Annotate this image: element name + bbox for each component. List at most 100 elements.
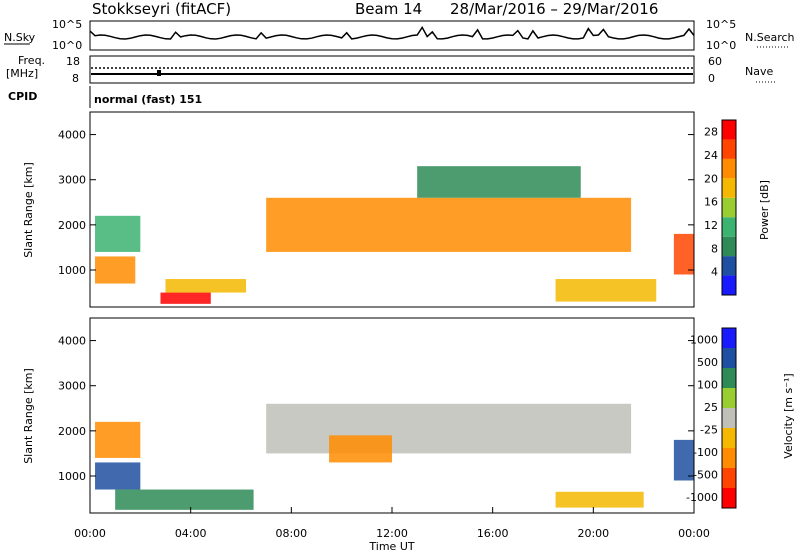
velocity-heatmap (95, 403, 694, 510)
velocity-region-2 (115, 489, 254, 510)
velocity-region-5 (555, 491, 644, 508)
power-colorbar-swatch-3 (722, 217, 736, 237)
power-colorbar-tick-1: 8 (711, 242, 718, 255)
beam-label: Beam 14 (355, 0, 422, 18)
time-tick-label-6: 00:00 (678, 527, 710, 540)
nave-tick-top: 60 (708, 55, 722, 68)
time-tick-label-2: 08:00 (275, 527, 307, 540)
velocity-colorbar-swatch-7 (722, 348, 736, 368)
cpid-panel: CPID normal (fast) 151 (8, 86, 202, 108)
time-xlabel: Time UT (368, 540, 414, 553)
velocity-colorbar-tick-4: -25 (700, 423, 718, 436)
power-colorbar: 4 8 12 16 20 24 28 (704, 119, 737, 296)
cpid-label: CPID (8, 90, 37, 103)
time-xaxis: 00:00 04:00 08:00 12:00 16:00 20:00 00:00 (74, 507, 710, 540)
power-colorbar-tick-4: 20 (704, 172, 718, 185)
time-tick-label-4: 16:00 (477, 527, 509, 540)
velocity-colorbar-label: Velocity [m s⁻¹] (782, 373, 795, 458)
power-colorbar-swatch-7 (722, 139, 736, 159)
power-yaxis: 1000 2000 3000 4000 (58, 129, 694, 277)
power-ytick-label-3: 4000 (58, 129, 86, 142)
nave-label: Nave (745, 65, 773, 78)
power-colorbar-tick-5: 24 (704, 149, 718, 162)
power-colorbar-swatch-4 (722, 197, 736, 218)
power-colorbar-swatch-0 (722, 275, 736, 295)
freq-label: Freq. (18, 54, 45, 67)
velocity-ylabel: Slant Range [km] (22, 368, 35, 464)
velocity-colorbar-swatch-4 (722, 408, 736, 428)
power-region-2 (160, 292, 211, 304)
date-range: 28/Mar/2016 – 29/Mar/2016 (450, 0, 658, 18)
freq-tick-bottom: 8 (72, 72, 79, 85)
time-tick-label-1: 04:00 (175, 527, 207, 540)
power-region-3 (165, 279, 247, 293)
velocity-region-4 (329, 435, 392, 463)
velocity-colorbar-tick-1: 500 (697, 356, 718, 369)
velocity-colorbar-tick-2: 100 (697, 378, 718, 391)
power-region-1 (95, 215, 141, 252)
velocity-colorbar-swatch-2 (722, 448, 736, 468)
power-colorbar-swatch-2 (722, 236, 736, 257)
time-tick-label-5: 20:00 (577, 527, 609, 540)
velocity-region-1 (95, 421, 141, 458)
noise-trace (89, 25, 695, 40)
power-colorbar-swatch-5 (722, 178, 736, 198)
velocity-colorbar-tick-6: -500 (693, 468, 718, 481)
noise-sky-label: N.Sky (4, 31, 36, 44)
velocity-panel: 1000 2000 3000 4000 Slant Range [km] 1000 50… (22, 317, 795, 553)
velocity-colorbar-swatch-3 (722, 428, 736, 448)
power-heatmap (95, 166, 694, 304)
power-colorbar-tick-3: 16 (704, 196, 718, 209)
power-ytick-label-0: 1000 (58, 264, 86, 277)
noise-tick-left-top: 10^5 (52, 18, 82, 31)
velocity-colorbar-swatch-8 (722, 328, 736, 348)
velocity-region-3 (266, 403, 632, 454)
noise-search-label: N.Search (745, 31, 795, 44)
freq-panel: Freq. [MHz] 18 8 60 0 Nave (6, 54, 775, 85)
power-colorbar-swatch-1 (722, 256, 736, 276)
power-colorbar-swatch-6 (722, 158, 736, 179)
time-tick-label-0: 00:00 (74, 527, 106, 540)
velocity-ytick-label-0: 1000 (58, 470, 86, 483)
velocity-region-6 (673, 439, 694, 481)
power-ylabel: Slant Range [km] (22, 162, 35, 258)
noise-panel: N.Sky 10^5 10^0 10^5 10^0 N.Search (4, 18, 795, 52)
power-ytick-label-2: 3000 (58, 174, 86, 187)
power-region-7 (673, 233, 694, 275)
velocity-ytick-label-2: 3000 (58, 380, 86, 393)
power-colorbar-tick-2: 12 (704, 219, 718, 232)
freq-unit-label: [MHz] (6, 67, 38, 80)
power-region-4 (266, 197, 632, 252)
velocity-colorbar-swatch-6 (722, 368, 736, 388)
noise-tick-right-bottom: 10^0 (706, 39, 736, 52)
velocity-yaxis: 1000 2000 3000 4000 (58, 335, 694, 483)
velocity-colorbar: 1000 500 100 25 -25 -100 -500 -1000 (686, 327, 737, 509)
velocity-colorbar-tick-3: 25 (704, 401, 718, 414)
radar-title: Stokkseyri (fitACF) (92, 0, 231, 18)
velocity-ytick-label-3: 4000 (58, 335, 86, 348)
power-colorbar-tick-6: 28 (704, 126, 718, 139)
velocity-colorbar-swatch-1 (722, 468, 736, 488)
noise-tick-right-top: 10^5 (706, 18, 736, 31)
cpid-text: normal (fast) 151 (94, 93, 202, 106)
power-colorbar-label: Power [dB] (758, 180, 771, 240)
nave-tick-bottom: 0 (708, 72, 715, 85)
velocity-colorbar-tick-0: 1000 (690, 333, 718, 346)
power-region-5 (417, 166, 581, 198)
power-panel: 1000 2000 3000 4000 Slant Range [km] 4 8 12 16… (22, 111, 771, 308)
velocity-colorbar-swatch-0 (722, 488, 736, 508)
noise-tick-left-bottom: 10^0 (52, 39, 82, 52)
velocity-colorbar-swatch-5 (722, 388, 736, 408)
velocity-colorbar-tick-5: -100 (693, 446, 718, 459)
power-region-0 (95, 256, 136, 284)
power-colorbar-tick-0: 4 (711, 266, 718, 279)
freq-tick-top: 18 (66, 55, 80, 68)
power-colorbar-swatch-8 (722, 120, 736, 140)
velocity-ytick-label-1: 2000 (58, 425, 86, 438)
power-region-6 (555, 279, 657, 302)
velocity-colorbar-tick-7: -1000 (686, 491, 718, 504)
velocity-region-0 (95, 462, 141, 490)
power-ytick-label-1: 2000 (58, 219, 86, 232)
time-tick-label-3: 12:00 (376, 527, 408, 540)
